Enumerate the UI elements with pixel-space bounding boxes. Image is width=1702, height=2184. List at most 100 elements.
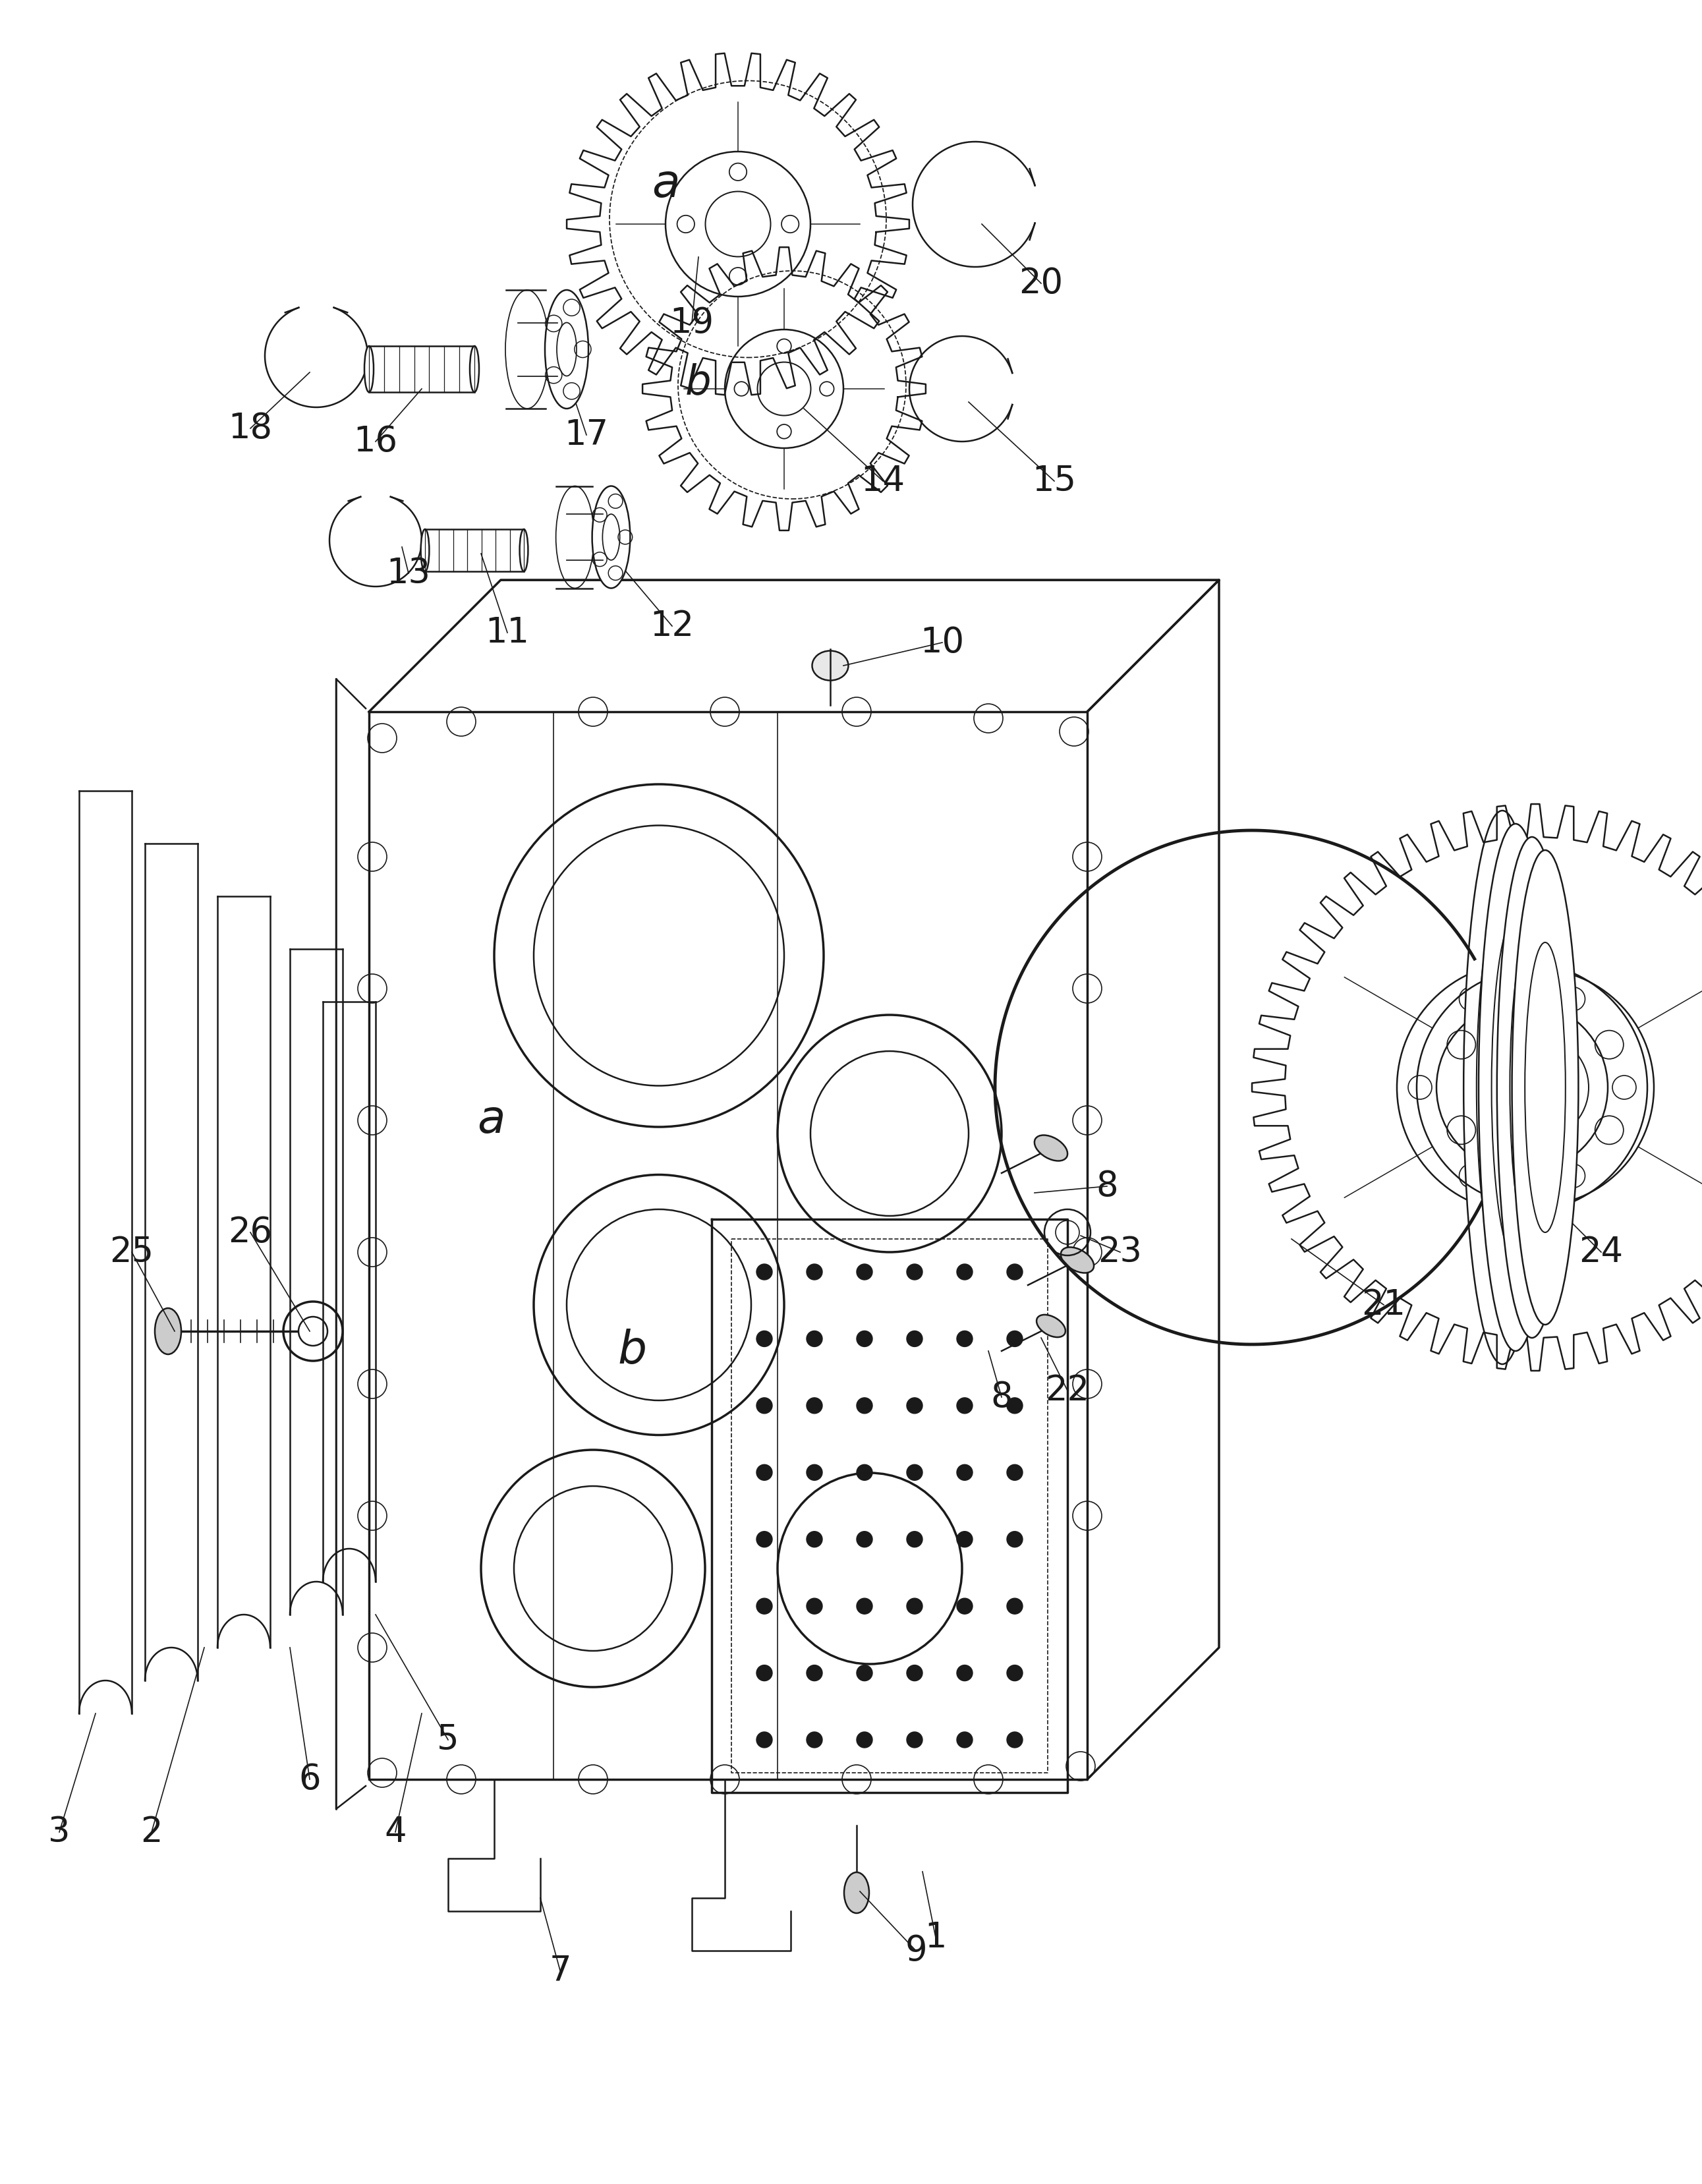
Text: 14: 14 (861, 463, 905, 498)
Circle shape (907, 1330, 922, 1348)
Text: 4: 4 (385, 1815, 407, 1850)
Circle shape (856, 1732, 873, 1747)
Text: 15: 15 (1031, 463, 1076, 498)
Ellipse shape (420, 529, 429, 572)
Circle shape (856, 1398, 873, 1413)
Circle shape (756, 1398, 773, 1413)
Text: 1: 1 (924, 1920, 946, 1955)
Text: a: a (652, 162, 679, 207)
Ellipse shape (603, 513, 620, 559)
Circle shape (1008, 1398, 1023, 1413)
Ellipse shape (1498, 836, 1568, 1339)
Circle shape (957, 1265, 972, 1280)
Circle shape (907, 1599, 922, 1614)
Circle shape (756, 1664, 773, 1682)
Circle shape (856, 1465, 873, 1481)
Circle shape (807, 1465, 822, 1481)
Circle shape (907, 1265, 922, 1280)
Circle shape (1008, 1664, 1023, 1682)
Circle shape (907, 1465, 922, 1481)
Circle shape (907, 1732, 922, 1747)
Circle shape (807, 1732, 822, 1747)
Ellipse shape (1511, 850, 1578, 1326)
Text: 8: 8 (991, 1380, 1013, 1415)
Circle shape (856, 1265, 873, 1280)
Text: b: b (618, 1328, 647, 1374)
Circle shape (957, 1732, 972, 1747)
Circle shape (807, 1330, 822, 1348)
Circle shape (856, 1330, 873, 1348)
Circle shape (756, 1732, 773, 1747)
Circle shape (856, 1599, 873, 1614)
Text: 13: 13 (386, 557, 431, 590)
Circle shape (856, 1531, 873, 1546)
Text: 3: 3 (48, 1815, 70, 1850)
Ellipse shape (155, 1308, 180, 1354)
Text: b: b (686, 363, 711, 402)
Circle shape (957, 1330, 972, 1348)
Text: 9: 9 (905, 1933, 928, 1968)
Ellipse shape (1525, 943, 1566, 1232)
Text: 11: 11 (485, 616, 529, 651)
Text: 22: 22 (1045, 1374, 1089, 1409)
Ellipse shape (1477, 902, 1528, 1271)
Text: 8: 8 (1096, 1168, 1118, 1203)
Circle shape (957, 1531, 972, 1546)
Text: 7: 7 (550, 1952, 572, 1987)
Text: 25: 25 (109, 1234, 153, 1269)
Circle shape (756, 1531, 773, 1546)
Circle shape (807, 1664, 822, 1682)
Text: 10: 10 (921, 625, 965, 660)
Circle shape (957, 1599, 972, 1614)
Circle shape (1008, 1330, 1023, 1348)
Text: 18: 18 (228, 411, 272, 446)
Ellipse shape (519, 529, 528, 572)
Ellipse shape (1491, 915, 1540, 1258)
Circle shape (807, 1599, 822, 1614)
Circle shape (807, 1531, 822, 1546)
Text: 6: 6 (298, 1762, 320, 1797)
Circle shape (907, 1398, 922, 1413)
Circle shape (957, 1465, 972, 1481)
Ellipse shape (557, 323, 577, 376)
Ellipse shape (1060, 1247, 1094, 1273)
Ellipse shape (844, 1872, 870, 1913)
Text: a: a (477, 1099, 505, 1142)
Ellipse shape (470, 345, 478, 393)
Circle shape (957, 1398, 972, 1413)
Circle shape (856, 1664, 873, 1682)
Ellipse shape (1510, 928, 1554, 1245)
Circle shape (907, 1664, 922, 1682)
Text: 12: 12 (650, 609, 694, 644)
Text: 20: 20 (1019, 266, 1064, 301)
Text: 26: 26 (228, 1214, 272, 1249)
Circle shape (1008, 1465, 1023, 1481)
Ellipse shape (1479, 823, 1552, 1352)
Circle shape (907, 1531, 922, 1546)
Circle shape (1008, 1599, 1023, 1614)
Ellipse shape (812, 651, 848, 681)
Circle shape (1008, 1531, 1023, 1546)
Circle shape (756, 1465, 773, 1481)
Circle shape (807, 1265, 822, 1280)
Circle shape (1008, 1732, 1023, 1747)
Ellipse shape (545, 290, 589, 408)
Circle shape (756, 1330, 773, 1348)
Circle shape (756, 1265, 773, 1280)
Text: 2: 2 (141, 1815, 163, 1850)
Text: 19: 19 (671, 306, 713, 341)
Text: 23: 23 (1098, 1234, 1142, 1269)
Text: 5: 5 (437, 1723, 460, 1756)
Text: 21: 21 (1362, 1289, 1406, 1321)
Ellipse shape (1035, 1136, 1067, 1162)
Circle shape (1008, 1265, 1023, 1280)
Text: 17: 17 (565, 417, 609, 452)
Circle shape (756, 1599, 773, 1614)
Ellipse shape (592, 487, 630, 587)
Circle shape (957, 1664, 972, 1682)
Ellipse shape (1464, 810, 1540, 1365)
Text: 24: 24 (1579, 1234, 1624, 1269)
Text: 16: 16 (354, 424, 398, 459)
Circle shape (807, 1398, 822, 1413)
Ellipse shape (364, 345, 374, 393)
